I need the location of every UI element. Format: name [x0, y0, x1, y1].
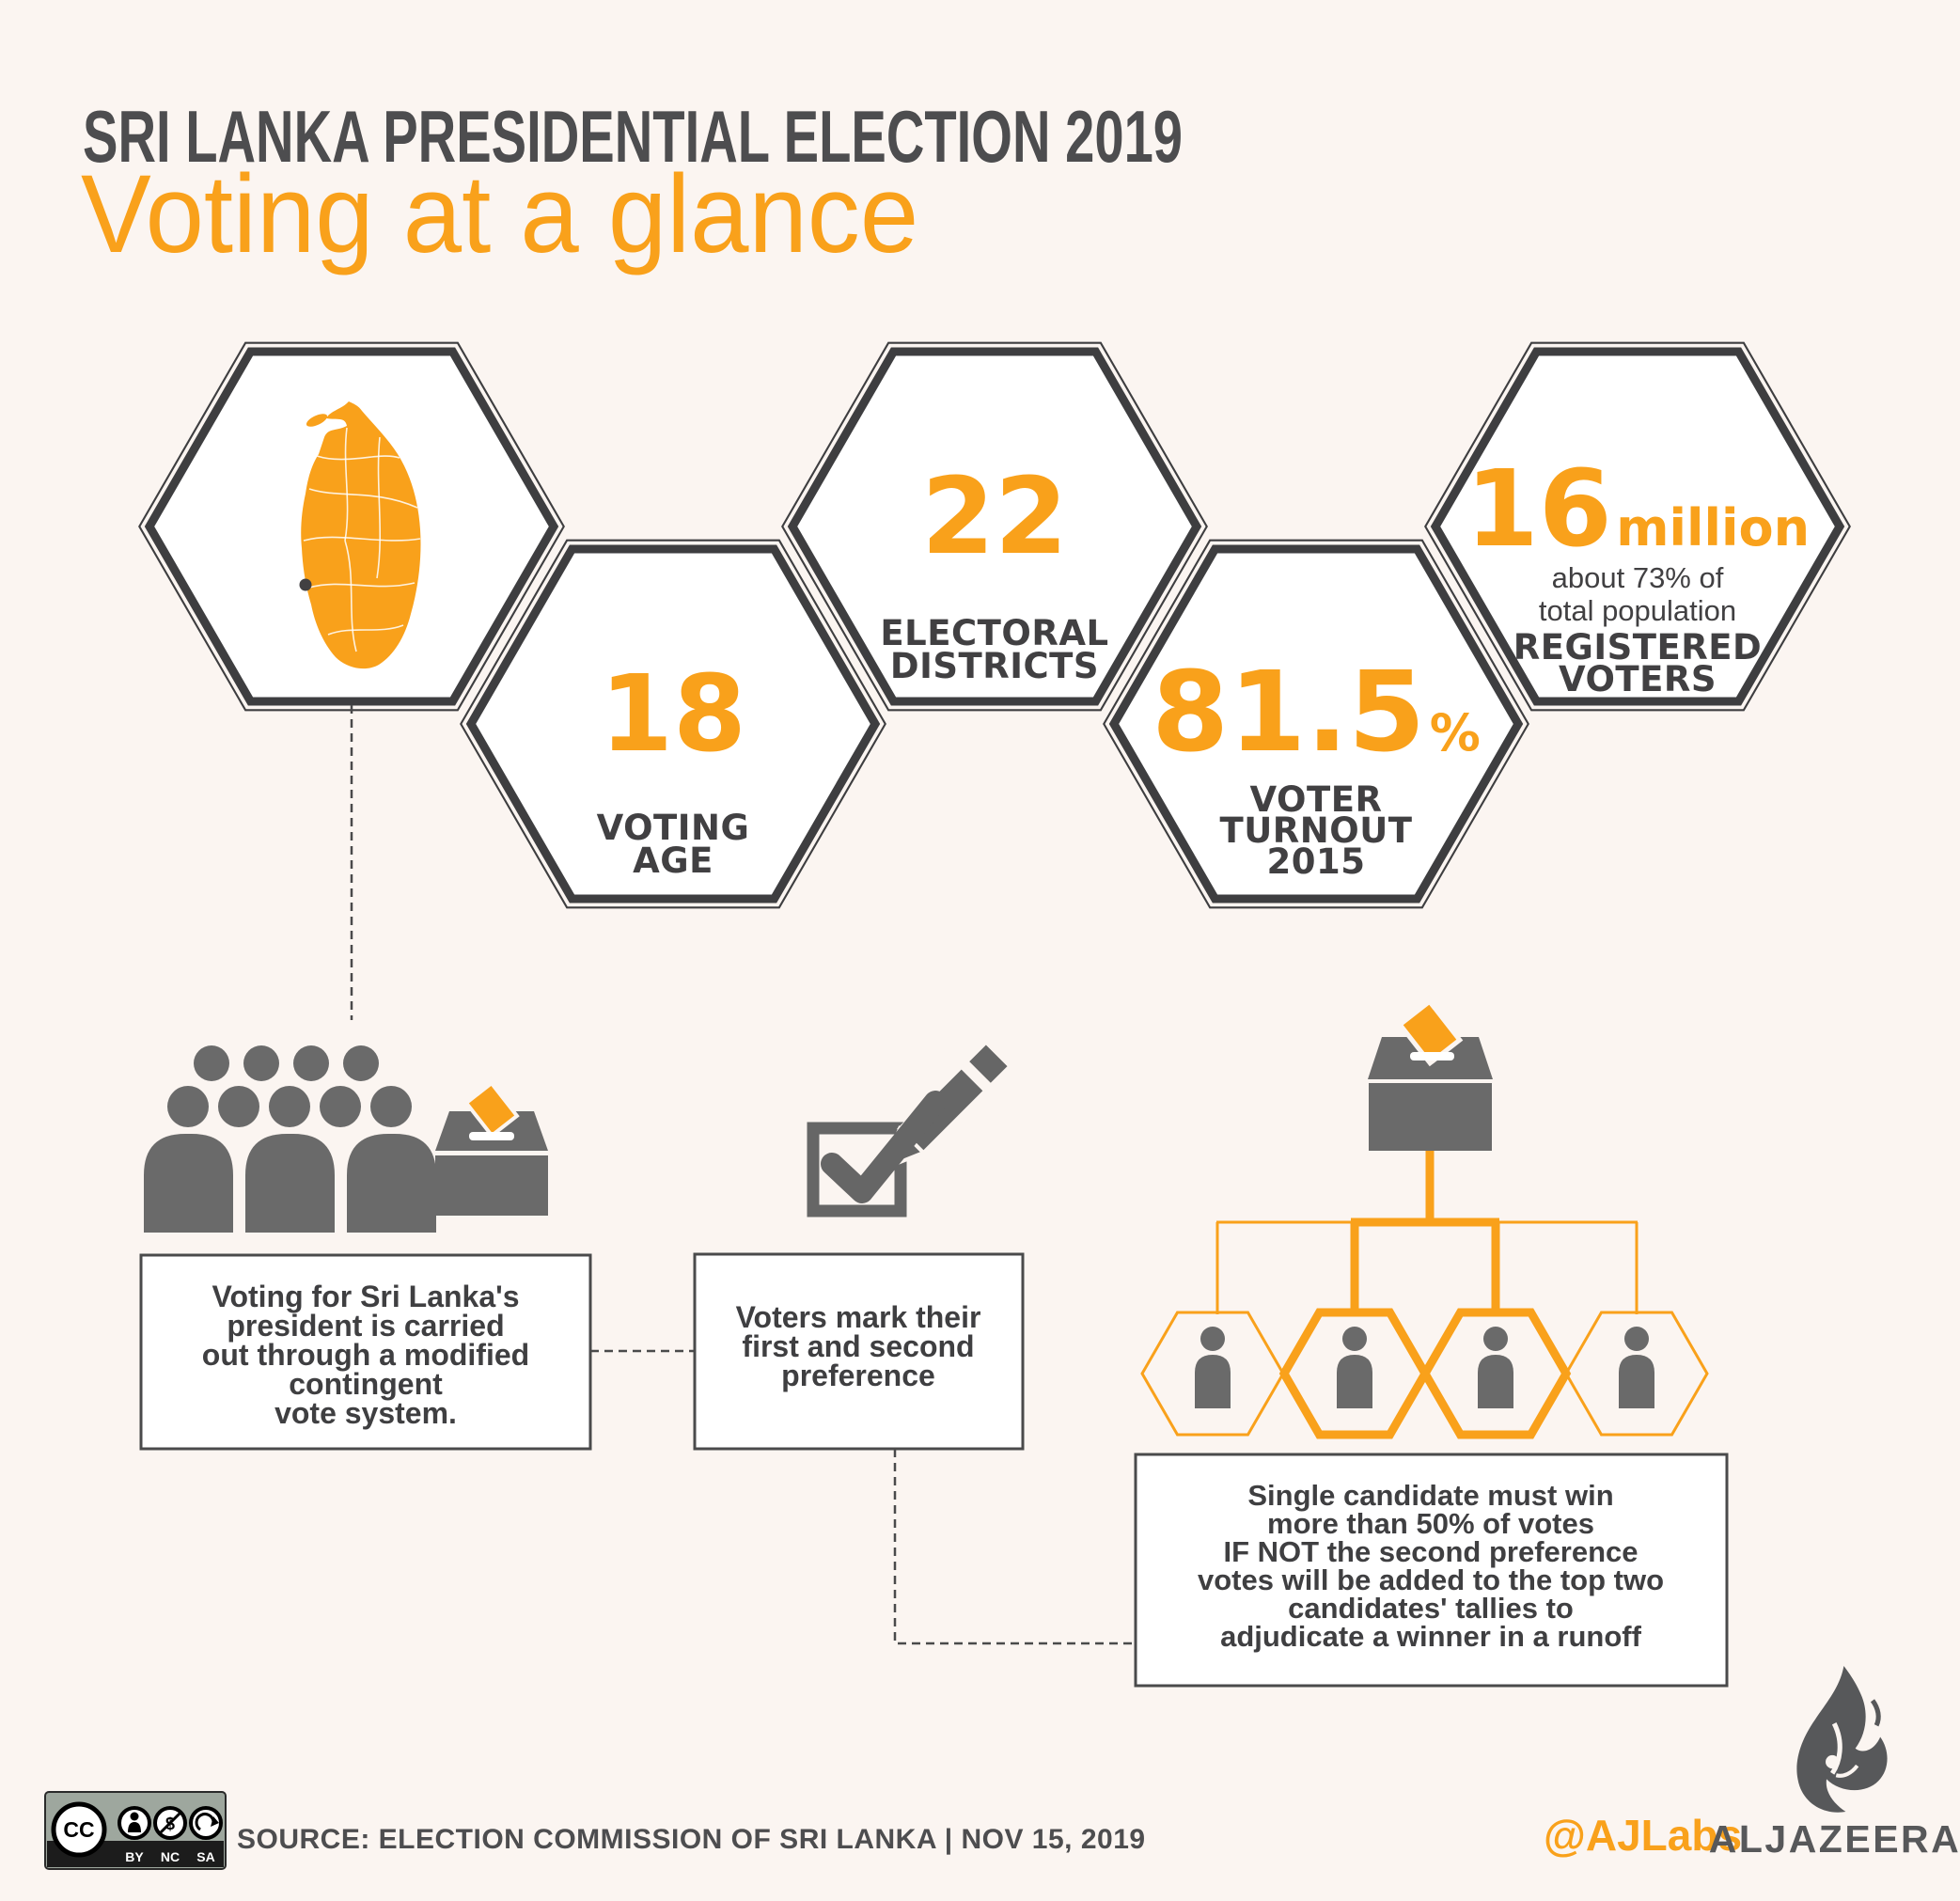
stat-voter-turnout: 81.5 % VOTER TURNOUT 2015: [1152, 647, 1481, 882]
candidate-person-icons: [1195, 1327, 1654, 1408]
stat-electoral-districts: 22 ELECTORAL DISTRICTS: [880, 456, 1108, 686]
connector-step2-step3: [893, 1449, 1136, 1645]
step1-textbox: Voting for Sri Lanka's president is carr…: [139, 1253, 592, 1451]
page-title-block: SRI LANKA PRESIDENTIAL ELECTION 2019 Vot…: [81, 96, 1183, 276]
step3-line: more than 50% of votes: [1267, 1507, 1594, 1540]
step3-line: votes will be added to the top two: [1198, 1563, 1664, 1596]
ballot-paper-icon: [1396, 998, 1464, 1067]
stat-hexagon-band: 18 VOTING AGE 22 ELECTORAL DISTRICTS 81.…: [138, 341, 1851, 909]
step2-textbox: Voters mark their first and second prefe…: [693, 1252, 1025, 1451]
step3-line: IF NOT the second preference: [1224, 1535, 1639, 1568]
stat-registered-voters: 16 million about 73% of total population…: [1466, 448, 1810, 699]
step3-line: adjudicate a winner in a runoff: [1220, 1620, 1642, 1653]
stat-unit: %: [1430, 703, 1481, 762]
voters-crowd-icon: [144, 1045, 436, 1233]
step1-line: vote system.: [274, 1396, 457, 1430]
page-title: Voting at a glance: [81, 152, 918, 275]
checkbox-icon: [807, 1122, 907, 1218]
candidates-tree: [1215, 1151, 1639, 1314]
ballot-paper-icon: [463, 1080, 520, 1139]
ajlabs-credit: @AJLabs: [1544, 1811, 1742, 1860]
aljazeera-wordmark: ALJAZEERA: [1709, 1817, 1960, 1861]
aljazeera-flame-icon: [1796, 1666, 1888, 1813]
stat-label: VOTING: [597, 808, 750, 848]
checkmark-icon: [821, 1091, 947, 1203]
candidate-hexagons: [1140, 1312, 1709, 1435]
step1-line: out through a modified: [202, 1338, 529, 1372]
cc-license-badge: CC $ BY NC SA: [44, 1791, 227, 1870]
stat-label: REGISTERED: [1513, 627, 1763, 668]
cc-by-label: BY: [125, 1849, 144, 1864]
svg-text:16 million: 16 million: [1466, 448, 1810, 571]
step1-line: president is carried: [227, 1309, 504, 1343]
source-text: SOURCE: ELECTION COMMISSION OF SRI LANKA…: [237, 1824, 1146, 1855]
step3-line: Single candidate must win: [1247, 1479, 1613, 1512]
runoff-ballot-box-icon: [1368, 998, 1493, 1151]
sri-lanka-map-icon: [299, 401, 421, 669]
stat-label: VOTER: [1250, 779, 1383, 820]
step1-line: Voting for Sri Lanka's: [212, 1280, 519, 1313]
stat-value: 16: [1466, 448, 1612, 571]
stat-label: ELECTORAL: [880, 613, 1108, 653]
step3-textbox: Single candidate must win more than 50% …: [1134, 1453, 1729, 1688]
colombo-dot: [299, 578, 312, 591]
step1-line: contingent: [289, 1367, 443, 1401]
step2-line: Voters mark their: [736, 1300, 981, 1334]
stat-label: 2015: [1267, 841, 1366, 882]
stat-value: 22: [921, 456, 1068, 578]
stat-voting-age: 18 VOTING AGE: [597, 653, 750, 881]
stat-label: VOTERS: [1559, 659, 1717, 699]
step2-line: preference: [781, 1359, 935, 1392]
cc-nc-label: NC: [161, 1849, 180, 1864]
stat-label: TURNOUT: [1220, 810, 1413, 851]
stat-unit: million: [1616, 498, 1810, 558]
svg-text:81.5 %: 81.5 %: [1152, 647, 1481, 777]
stat-label: DISTRICTS: [890, 646, 1099, 686]
aljazeera-logo: ALJAZEERA: [1709, 1666, 1960, 1861]
step2-line: first and second: [742, 1329, 974, 1363]
cc-sa-label: SA: [196, 1849, 214, 1864]
ballot-box-icon: [435, 1080, 548, 1216]
stat-subtext: total population: [1539, 594, 1736, 627]
cc-icon: [51, 1801, 107, 1858]
stat-value: 81.5: [1152, 647, 1425, 777]
step3-line: candidates' tallies to: [1288, 1592, 1574, 1625]
kicker-title: SRI LANKA PRESIDENTIAL ELECTION 2019: [83, 96, 1183, 178]
stat-value: 18: [600, 653, 746, 776]
cc-letters: CC: [63, 1817, 94, 1842]
vote-mark-icon: [807, 1039, 1013, 1218]
stat-label: AGE: [633, 841, 713, 881]
stat-subtext: about 73% of: [1552, 561, 1724, 594]
